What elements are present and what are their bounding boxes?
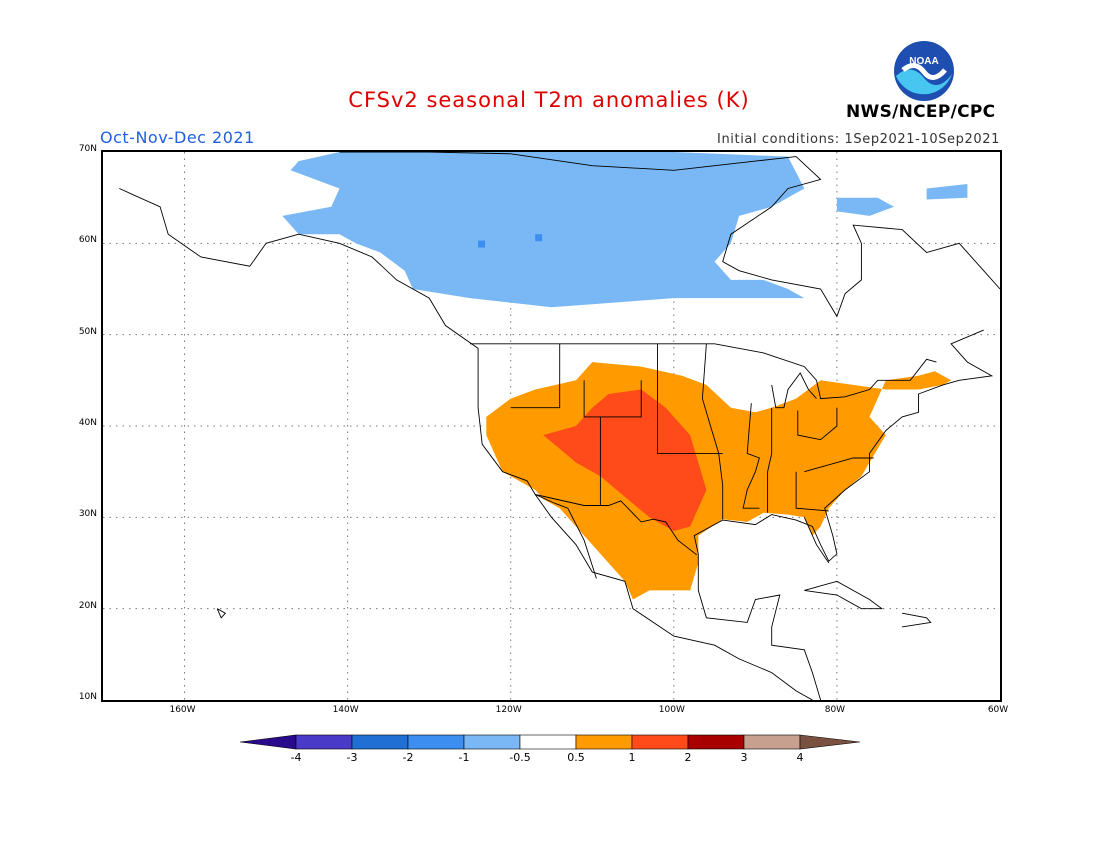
- noaa-logo-icon: NOAA: [894, 41, 954, 101]
- colorbar-label: -3: [346, 751, 358, 764]
- lon-label: 60W: [987, 705, 1009, 715]
- lon-label: 80W: [824, 705, 846, 715]
- colorbar-label: -0.5: [509, 751, 531, 764]
- colorbar: [240, 734, 860, 750]
- lat-label: 10N: [78, 692, 97, 702]
- lat-label: 70N: [78, 144, 97, 154]
- anomaly-map: [103, 152, 1000, 700]
- colorbar-segment: [575, 734, 633, 750]
- svg-text:NOAA: NOAA: [909, 56, 938, 67]
- lon-label: 160W: [169, 705, 196, 715]
- colorbar-segment: [799, 734, 860, 750]
- colorbar-segment: [519, 734, 577, 750]
- warm-anomaly-region: [486, 362, 952, 600]
- cold-anomaly-region: [282, 152, 968, 308]
- colorbar-segment: [463, 734, 521, 750]
- lat-label: 50N: [78, 326, 97, 337]
- initial-conditions: Initial conditions: 1Sep2021-10Sep2021: [717, 132, 1000, 147]
- colorbar-segment: [351, 734, 409, 750]
- lon-label: 120W: [495, 705, 522, 715]
- colorbar-segment: [240, 734, 297, 750]
- colorbar-label: -2: [402, 751, 414, 764]
- colorbar-label: 0.5: [567, 751, 585, 764]
- lon-label: 100W: [658, 705, 685, 715]
- lat-label: 40N: [78, 418, 97, 428]
- colorbar-segment: [687, 734, 745, 750]
- forecast-period: Oct-Nov-Dec 2021: [100, 128, 255, 147]
- lon-label: 140W: [332, 705, 359, 715]
- lat-label: 20N: [78, 600, 97, 611]
- lat-label: 30N: [78, 509, 97, 520]
- colorbar-segment: [743, 734, 801, 750]
- colorbar-label: 4: [796, 751, 804, 764]
- colorbar-label: 3: [740, 751, 748, 764]
- colorbar-segment: [631, 734, 689, 750]
- lat-label: 60N: [78, 235, 97, 246]
- colorbar-segment: [407, 734, 465, 750]
- map-frame: [101, 150, 1002, 702]
- agency-label: NWS/NCEP/CPC: [846, 102, 996, 122]
- colorbar-label: 2: [684, 751, 692, 764]
- colorbar-segment: [295, 734, 353, 750]
- colorbar-label: -4: [290, 751, 302, 764]
- colorbar-label: -1: [458, 751, 470, 764]
- coastlines: [119, 152, 1000, 700]
- colorbar-label: 1: [628, 751, 636, 764]
- chart-title: CFSv2 seasonal T2m anomalies (K): [348, 88, 750, 112]
